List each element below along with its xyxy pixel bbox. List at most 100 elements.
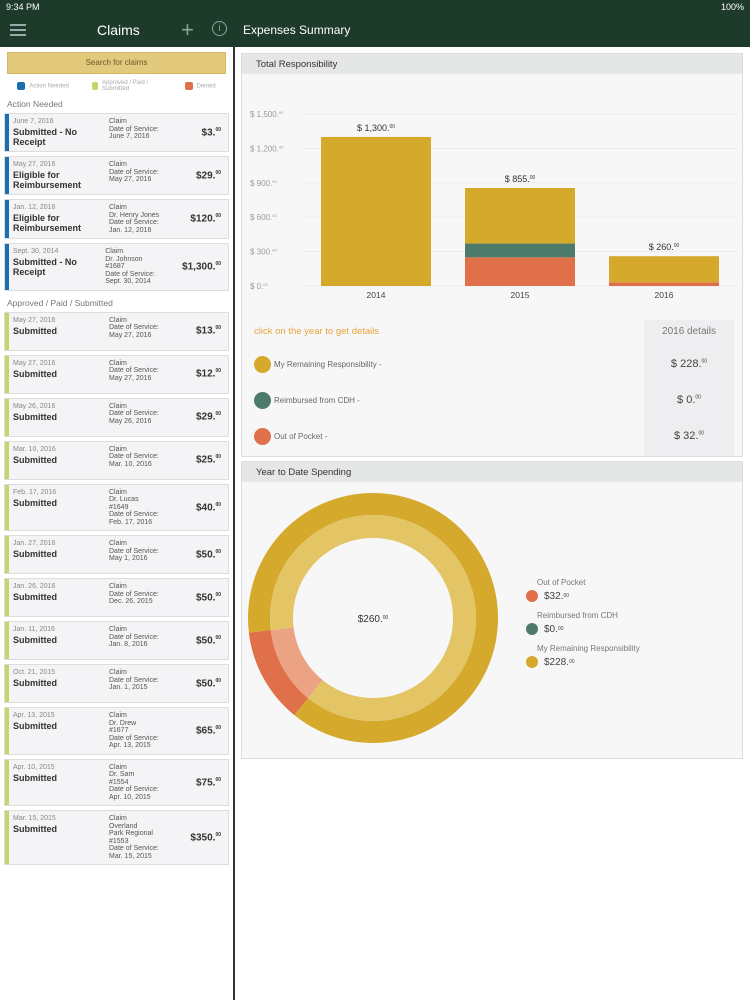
claim-detail-line: Jan. 1, 2015 [109, 684, 148, 691]
bar-segment[interactable] [609, 282, 719, 286]
donut-legend-value: $0. 00 [526, 623, 563, 635]
amount-value: $13. [195, 325, 216, 337]
x-tick-label[interactable]: 2016 [655, 290, 674, 300]
claim-detail-line: Claim [109, 402, 127, 410]
claim-date: Oct. 21, 2015 [13, 669, 56, 676]
search-claims-button[interactable]: Search for claims [7, 52, 226, 74]
claim-detail-line: May 1, 2016 [109, 555, 148, 562]
amount-value: $50. [195, 635, 216, 647]
claim-item[interactable]: Apr. 13, 2015 Submitted Claim Dr. Drew #167… [4, 707, 229, 755]
claim-item[interactable]: May 27, 2016 Submitted Claim Date of Servi… [4, 354, 229, 394]
donut-slice[interactable] [248, 630, 309, 716]
claim-detail-line: Date of Service: [109, 676, 159, 684]
bar-segment[interactable] [465, 187, 575, 244]
claim-detail-line: #1677 [109, 727, 129, 734]
menu-icon[interactable] [10, 24, 26, 36]
info-icon[interactable]: i [212, 21, 227, 36]
claim-detail-line: Claim [109, 669, 127, 676]
details-title: 2016 details [662, 326, 716, 337]
donut-legend-value: $228. 00 [526, 656, 575, 668]
legend-dot [526, 590, 538, 602]
amount-value: $50. [195, 678, 216, 690]
bar-segment[interactable] [465, 257, 575, 286]
status-bar-indicator [5, 244, 9, 290]
y-tick-label: $ 600.00 [250, 213, 277, 222]
amount-value: $3. [201, 127, 216, 139]
claim-detail-line: Dr. Drew [109, 719, 137, 727]
claim-date: Jan. 11, 2016 [13, 626, 55, 633]
claim-item[interactable]: Mar. 10, 2016 Submitted Claim Date of Serv… [4, 440, 229, 480]
claim-detail-line: Claim [109, 583, 127, 590]
claim-detail-line: Claim [109, 712, 127, 719]
claim-amount: $25.00 [189, 454, 228, 465]
bar-segment[interactable] [465, 243, 575, 258]
claim-detail-line: Date of Service: [109, 633, 159, 641]
claim-item[interactable]: Sept. 30, 2014 Submitted - No Receipt Cla… [4, 243, 229, 291]
claim-detail-line: Claim [109, 161, 127, 168]
details-legend-item: My Remaining Responsibility - [254, 356, 382, 373]
claim-item[interactable]: Jan. 27, 2016 Submitted Claim Date of Serv… [4, 535, 229, 574]
status-bar-indicator [5, 622, 9, 659]
details-hint: click on the year to get details [254, 326, 380, 337]
claim-detail-line: June 7, 2016 [109, 133, 150, 140]
donut-slice-inner[interactable] [270, 627, 323, 699]
claim-item[interactable]: Jan. 12, 2016 Eligible for Reimbursement … [4, 199, 229, 239]
amount-cents: 00 [215, 411, 221, 418]
claim-detail-line: May 27, 2016 [109, 331, 152, 339]
claim-detail-line: Date of Service: [109, 410, 159, 417]
amount-cents: 00 [215, 213, 221, 220]
claim-detail-line: Jan. 8, 2016 [109, 641, 148, 648]
claim-item[interactable]: Jan. 26, 2016 Submitted Claim Date of Serv… [4, 578, 229, 617]
y-tick-label: $ 1,500.00 [250, 110, 284, 119]
claim-date: Mar. 15, 2015 [13, 815, 56, 822]
section-header: Action Needed [7, 99, 63, 109]
bar-segment[interactable] [321, 136, 431, 286]
legend-label: My Remaining Responsibility - [274, 360, 382, 369]
claim-date: May 27, 2016 [13, 161, 56, 168]
claim-detail-line: May 26, 2016 [109, 417, 152, 425]
claim-item[interactable]: May 27, 2016 Submitted Claim Date of Servi… [4, 311, 229, 351]
claim-detail-line: Apr. 10, 2015 [109, 793, 151, 801]
claim-item[interactable]: Feb. 17, 2016 Submitted Claim Dr. Lucas #16… [4, 483, 229, 531]
y-tick-label: $ 1,200.00 [250, 144, 284, 153]
claim-date: Jan. 12, 2016 [13, 204, 56, 211]
claim-detail-line: Date of Service: [109, 367, 159, 374]
amount-value: $50. [195, 592, 216, 604]
legend-label: Approved / Paid / Submitted [102, 80, 149, 92]
claim-detail-line: Claim [109, 626, 127, 633]
claim-detail-line: #1649 [109, 503, 129, 511]
claim-detail-line: May 27, 2016 [109, 374, 152, 382]
claim-date: Sept. 30, 2014 [12, 248, 59, 255]
x-tick-label[interactable]: 2014 [367, 290, 386, 300]
claim-detail-line: Mar. 10, 2016 [109, 460, 152, 468]
claim-item[interactable]: Apr. 10, 2015 Submitted Claim Dr. Sam #1554… [4, 758, 229, 806]
bar-total-label: $ 855.00 [505, 174, 536, 184]
claim-date: Jan. 26, 2016 [13, 583, 56, 590]
y-tick-label: $ 0.00 [250, 282, 269, 291]
total-responsibility-panel: Total Responsibility $ 1,500.00 $ 1,200.0… [241, 53, 743, 457]
claim-item[interactable]: Jan. 11, 2016 Submitted Claim Date of Serv… [4, 621, 229, 660]
details-legend-item: Reimbursed from CDH - [254, 392, 360, 409]
claim-item[interactable]: Oct. 21, 2015 Submitted Claim Date of Serv… [4, 664, 229, 703]
claim-item[interactable]: June 7, 2016 Submitted - No Receipt Claim… [4, 113, 229, 152]
claim-status: Submitted - No Receipt [13, 127, 77, 147]
x-tick-label[interactable]: 2015 [511, 290, 530, 300]
add-claim-icon[interactable]: + [181, 17, 194, 42]
claim-status: Submitted [13, 592, 57, 602]
claim-amount: $50.00 [189, 635, 228, 646]
claim-amount: $29.00 [189, 411, 228, 422]
claim-item[interactable]: May 27, 2016 Eligible for Reimbursement C… [4, 156, 229, 195]
status-bar-indicator [5, 398, 9, 436]
claim-detail-line: Apr. 13, 2015 [109, 742, 151, 749]
claim-detail-line: #1554 [109, 778, 129, 786]
claim-item[interactable]: Mar. 15, 2015 Submitted Claim Overland Park… [4, 810, 229, 865]
claim-item[interactable]: May 26, 2016 Submitted Claim Date of Servi… [4, 397, 229, 437]
claim-detail-line: Date of Service: [109, 547, 159, 555]
donut-center-label: $260.00 [358, 614, 389, 625]
claim-status: Eligible for Reimbursement [13, 170, 82, 190]
claim-detail-line: Claim [109, 316, 127, 324]
claim-detail-line: Claim [109, 118, 127, 125]
legend-swatch [17, 82, 26, 90]
bar-segment[interactable] [609, 256, 719, 283]
amount-cents: 00 [215, 725, 221, 732]
